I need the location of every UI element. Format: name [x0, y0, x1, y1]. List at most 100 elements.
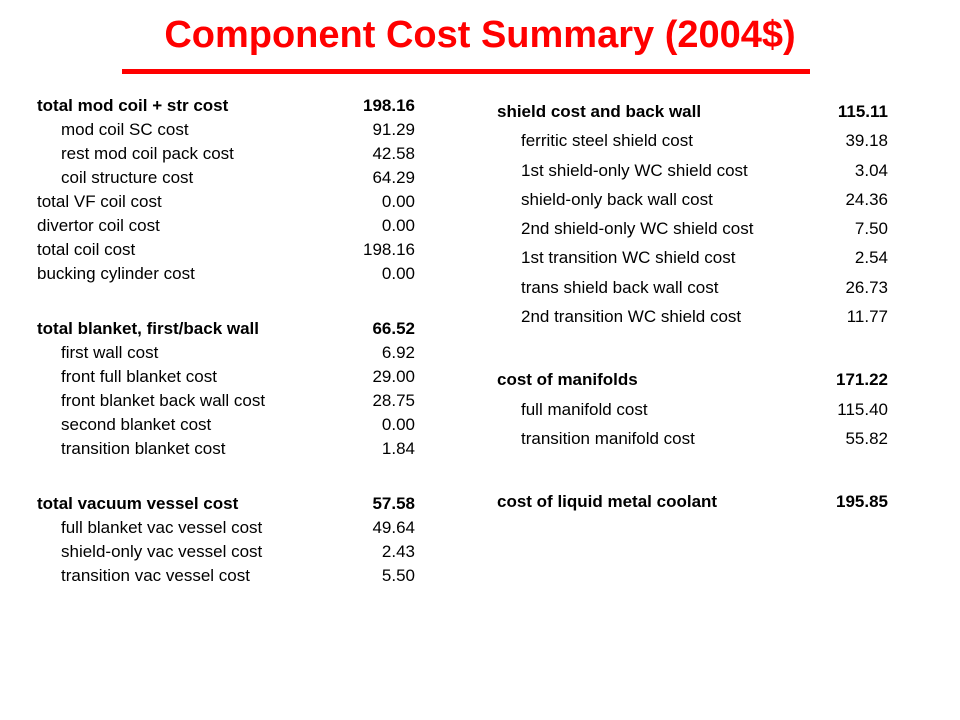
cost-label: mod coil SC cost [61, 120, 189, 139]
cost-value: 7.50 [854, 219, 888, 239]
cost-label: trans shield back wall cost [521, 277, 719, 297]
cost-item-row: transition vac vessel cost 5.50 [37, 564, 437, 588]
cost-item-row: transition manifold cost 55.82 [497, 424, 927, 453]
cost-label: total vacuum vessel cost [37, 494, 239, 513]
cost-value: 3.04 [854, 160, 888, 180]
cost-item-row: shield-only back wall cost 24.36 [497, 185, 927, 214]
cost-item-row: front blanket back wall cost 28.75 [37, 389, 437, 413]
cost-value: 42.58 [372, 144, 415, 163]
cost-label: front full blanket cost [61, 367, 217, 386]
cost-item-row: total coil cost 198.16 [37, 238, 437, 262]
cost-label: first wall cost [61, 343, 159, 362]
cost-item-row: full blanket vac vessel cost 49.64 [37, 516, 437, 540]
cost-item-row: transition blanket cost 1.84 [37, 437, 437, 461]
cost-value: 2.54 [854, 248, 888, 268]
cost-label: 2nd shield-only WC shield cost [521, 219, 754, 239]
cost-value: 0.00 [381, 415, 415, 434]
cost-total-row: shield cost and back wall 115.11 [497, 97, 927, 126]
cost-value: 11.77 [846, 307, 888, 327]
cost-label: total VF coil cost [37, 192, 162, 211]
cost-value: 66.52 [372, 319, 415, 338]
cost-label: full blanket vac vessel cost [61, 518, 263, 537]
left-cost-column: total mod coil + str cost 198.16 mod coil … [37, 94, 437, 588]
cost-group: total blanket, first/back wall 66.52 first… [37, 317, 437, 461]
cost-item-row: trans shield back wall cost 26.73 [497, 273, 927, 302]
cost-value: 195.85 [836, 492, 888, 512]
cost-total-row: total vacuum vessel cost 57.58 [37, 492, 437, 516]
cost-value: 1.84 [381, 439, 415, 458]
cost-item-row: first wall cost 6.92 [37, 341, 437, 365]
cost-value: 55.82 [845, 428, 888, 448]
group-spacer [497, 331, 927, 365]
cost-label: transition manifold cost [521, 428, 695, 448]
cost-value: 115.11 [837, 102, 888, 121]
cost-value: 2.43 [381, 542, 415, 561]
cost-total-row: cost of liquid metal coolant 195.85 [497, 487, 927, 516]
cost-item-row: coil structure cost 64.29 [37, 166, 437, 190]
cost-value: 91.29 [372, 120, 415, 139]
cost-label: cost of liquid metal coolant [497, 492, 718, 512]
cost-label: total coil cost [37, 240, 136, 259]
cost-value: 28.75 [372, 391, 415, 410]
cost-group: total mod coil + str cost 198.16 mod coil … [37, 94, 437, 286]
cost-total-row: total mod coil + str cost 198.16 [37, 94, 437, 118]
title-underline [122, 69, 810, 74]
right-cost-column: shield cost and back wall 115.11 ferritic … [497, 97, 927, 517]
cost-value: 171.22 [836, 370, 888, 390]
cost-value: 26.73 [845, 277, 888, 297]
cost-item-row: divertor coil cost 0.00 [37, 214, 437, 238]
cost-label: total blanket, first/back wall [37, 319, 260, 338]
cost-group: total vacuum vessel cost 57.58 full blanke… [37, 492, 437, 588]
cost-value: 39.18 [845, 131, 888, 151]
cost-label: transition blanket cost [61, 439, 226, 458]
cost-label: ferritic steel shield cost [521, 131, 693, 151]
cost-label: cost of manifolds [497, 370, 638, 390]
cost-value: 198.16 [363, 96, 415, 115]
cost-label: rest mod coil pack cost [61, 144, 234, 163]
group-spacer [37, 286, 437, 317]
cost-group: shield cost and back wall 115.11 ferritic … [497, 97, 927, 331]
cost-value: 29.00 [372, 367, 415, 386]
cost-label: front blanket back wall cost [61, 391, 266, 410]
cost-item-row: ferritic steel shield cost 39.18 [497, 126, 927, 155]
cost-item-row: 2nd shield-only WC shield cost 7.50 [497, 214, 927, 243]
cost-value: 0.00 [381, 216, 415, 235]
cost-label: shield-only back wall cost [521, 189, 713, 209]
cost-label: full manifold cost [521, 399, 648, 419]
cost-item-row: 2nd transition WC shield cost 11.77 [497, 302, 927, 331]
cost-label: bucking cylinder cost [37, 264, 195, 283]
cost-label: 1st transition WC shield cost [521, 248, 736, 268]
cost-label: coil structure cost [61, 168, 194, 187]
cost-label: shield-only vac vessel cost [61, 542, 263, 561]
cost-item-row: total VF coil cost 0.00 [37, 190, 437, 214]
cost-label: 1st shield-only WC shield cost [521, 160, 748, 180]
cost-item-row: second blanket cost 0.00 [37, 413, 437, 437]
cost-item-row: 1st transition WC shield cost 2.54 [497, 243, 927, 272]
group-spacer [497, 453, 927, 487]
cost-label: second blanket cost [61, 415, 212, 434]
cost-item-row: rest mod coil pack cost 42.58 [37, 142, 437, 166]
cost-value: 115.40 [837, 399, 888, 419]
cost-item-row: 1st shield-only WC shield cost 3.04 [497, 156, 927, 185]
cost-label: total mod coil + str cost [37, 96, 229, 115]
cost-item-row: mod coil SC cost 91.29 [37, 118, 437, 142]
cost-value: 198.16 [363, 240, 415, 259]
cost-value: 0.00 [381, 264, 415, 283]
cost-group: cost of liquid metal coolant 195.85 [497, 487, 927, 516]
cost-value: 64.29 [372, 168, 415, 187]
page-title: Component Cost Summary (2004$) [164, 14, 796, 56]
cost-item-row: front full blanket cost 29.00 [37, 365, 437, 389]
cost-item-row: full manifold cost 115.40 [497, 395, 927, 424]
cost-group: cost of manifolds 171.22 full manifold cos… [497, 365, 927, 453]
cost-item-row: shield-only vac vessel cost 2.43 [37, 540, 437, 564]
group-spacer [37, 461, 437, 492]
cost-value: 5.50 [381, 566, 415, 585]
cost-value: 0.00 [381, 192, 415, 211]
cost-value: 24.36 [845, 189, 888, 209]
cost-total-row: cost of manifolds 171.22 [497, 365, 927, 394]
cost-label: shield cost and back wall [497, 102, 702, 121]
cost-total-row: total blanket, first/back wall 66.52 [37, 317, 437, 341]
cost-label: divertor coil cost [37, 216, 160, 235]
cost-value: 57.58 [372, 494, 415, 513]
cost-value: 49.64 [372, 518, 415, 537]
